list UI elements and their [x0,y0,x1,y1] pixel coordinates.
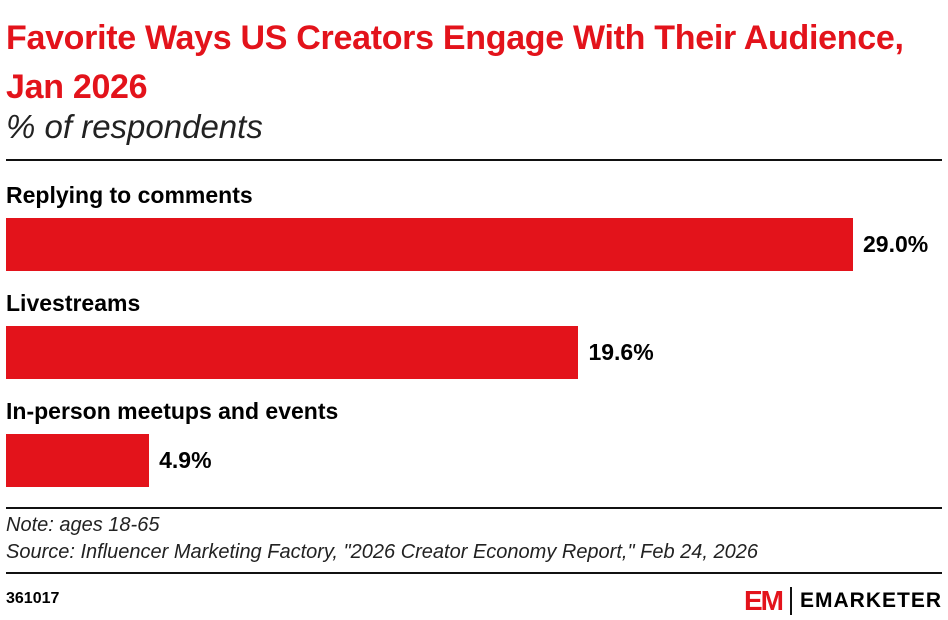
source: Source: Influencer Marketing Factory, "2… [6,541,758,563]
category-label: In-person meetups and events [6,398,339,424]
bar [6,326,579,379]
chart-id: 361017 [6,590,60,607]
logo-separator [789,587,792,615]
logo-mark: EM [743,585,784,616]
divider [6,159,942,161]
chart-title: Favorite Ways US Creators Engage With Th… [6,19,904,106]
data-label: 4.9% [159,447,212,473]
category-label: Livestreams [6,290,141,316]
chart-subtitle: % of respondents [6,108,263,145]
data-label: 19.6% [588,339,654,365]
divider [6,507,942,509]
data-label: 29.0% [863,231,929,257]
bar [6,218,853,271]
emarketer-logo: EM EMARKETER [744,585,942,617]
category-label: Replying to comments [6,182,253,208]
bar [6,434,150,487]
note: Note: ages 18-65 [6,514,160,536]
logo-text: EMARKETER [799,589,942,612]
divider [6,572,942,574]
